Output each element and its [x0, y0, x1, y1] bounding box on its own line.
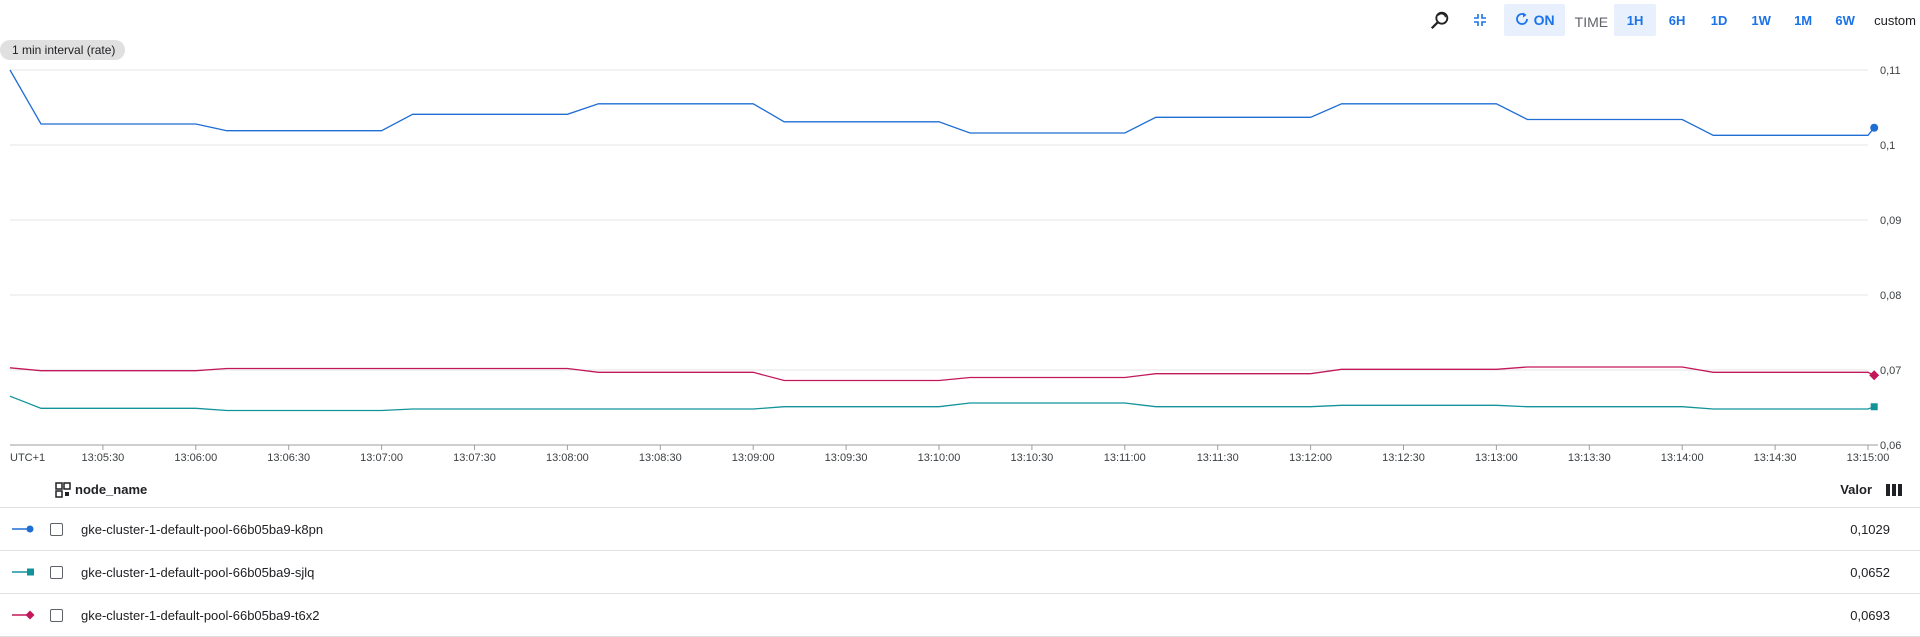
chart-toolbar: ON TIME 1H 6H 1D 1W 1M 6W custom — [1420, 4, 1920, 36]
y-tick-label: 0,07 — [1880, 365, 1901, 377]
x-tick-label: 13:09:00 — [732, 452, 775, 464]
series-marker-square-icon — [12, 567, 38, 577]
refresh-icon — [1514, 11, 1530, 30]
x-tick-label: 13:13:30 — [1568, 452, 1611, 464]
x-tick-label: 13:10:00 — [918, 452, 961, 464]
table-header: node_name Valor — [0, 472, 1920, 508]
range-6w[interactable]: 6W — [1835, 12, 1855, 28]
y-tick-label: 0,11 — [1880, 65, 1901, 77]
timezone-label: UTC+1 — [10, 452, 45, 464]
line-chart: 0,11 0,1 0,09 0,08 0,07 0,06 UTC+1 13:05:30 13:0… — [9, 65, 1901, 464]
x-tick-label: 13:05:30 — [81, 452, 124, 464]
series-end-marker — [1869, 370, 1880, 381]
row-checkbox[interactable] — [50, 608, 63, 622]
x-tick-label: 13:09:30 — [825, 452, 868, 464]
y-tick-label: 0,08 — [1880, 290, 1901, 302]
series-name: gke-cluster-1-default-pool-66b05ba9-t6x2 — [81, 607, 320, 623]
x-tick-label: 13:10:30 — [1010, 452, 1053, 464]
range-6h[interactable]: 6H — [1668, 12, 1686, 28]
legend-table: node_name Valor gke-cluster-1-default-po… — [0, 472, 1920, 637]
series-line-2 — [9, 395, 1875, 412]
row-checkbox[interactable] — [50, 565, 63, 579]
range-1m[interactable]: 1M — [1794, 12, 1813, 28]
range-1d[interactable]: 1D — [1710, 12, 1728, 28]
x-tick-label: 13:13:00 — [1475, 452, 1518, 464]
x-tick-label: 13:11:30 — [1197, 452, 1239, 464]
y-tick-label: 0,06 — [1880, 440, 1901, 452]
x-tick-label: 13:12:30 — [1382, 452, 1425, 464]
column-header-value[interactable]: Valor — [1840, 482, 1872, 497]
x-tick-label: 13:07:30 — [453, 452, 496, 464]
x-tick-label: 13:11:00 — [1104, 452, 1146, 464]
range-1w[interactable]: 1W — [1751, 12, 1771, 28]
collapse-icon[interactable] — [1460, 4, 1500, 36]
x-tick-label: 13:08:00 — [546, 452, 589, 464]
zoom-reset-icon[interactable] — [1420, 4, 1460, 36]
column-header-node-name[interactable]: node_name — [75, 482, 148, 497]
series-line-3 — [9, 366, 1875, 382]
columns-icon[interactable] — [1886, 482, 1904, 498]
table-row[interactable]: gke-cluster-1-default-pool-66b05ba9-sjlq… — [0, 551, 1920, 594]
y-tick-label: 0,1 — [1880, 140, 1895, 152]
x-tick-label: 13:07:00 — [360, 452, 403, 464]
x-tick-label: 13:08:30 — [639, 452, 682, 464]
y-tick-label: 0,09 — [1880, 215, 1901, 227]
auto-refresh-toggle[interactable]: ON — [1503, 4, 1565, 36]
time-label: TIME — [1574, 14, 1609, 30]
interval-chip: 1 min interval (rate) — [0, 40, 126, 60]
series-name: gke-cluster-1-default-pool-66b05ba9-sjlq — [81, 564, 315, 580]
range-1h[interactable]: 1H — [1614, 4, 1657, 36]
table-row[interactable]: gke-cluster-1-default-pool-66b05ba9-k8pn… — [0, 508, 1920, 551]
x-tick-label: 13:12:00 — [1289, 452, 1332, 464]
row-checkbox[interactable] — [50, 522, 63, 536]
table-row[interactable]: gke-cluster-1-default-pool-66b05ba9-t6x2… — [0, 594, 1920, 637]
x-tick-label: 13:14:00 — [1661, 452, 1704, 464]
x-tick-label: 13:06:30 — [267, 452, 310, 464]
series-end-marker — [1870, 403, 1878, 411]
x-tick-label: 13:15:00 — [1847, 452, 1890, 464]
group-by-icon[interactable] — [55, 481, 71, 498]
range-custom[interactable]: custom — [1874, 12, 1916, 28]
series-value: 0,0693 — [1850, 607, 1890, 623]
series-line-1 — [9, 69, 1875, 136]
series-marker-diamond-icon — [12, 610, 38, 620]
series-name: gke-cluster-1-default-pool-66b05ba9-k8pn — [81, 521, 324, 537]
x-tick-label: 13:14:30 — [1754, 452, 1797, 464]
series-value: 0,1029 — [1850, 521, 1890, 537]
auto-refresh-label: ON — [1533, 12, 1555, 28]
x-tick-label: 13:06:00 — [174, 452, 217, 464]
series-end-marker — [1870, 123, 1879, 132]
series-value: 0,0652 — [1850, 564, 1890, 580]
series-marker-circle-icon — [12, 524, 38, 534]
